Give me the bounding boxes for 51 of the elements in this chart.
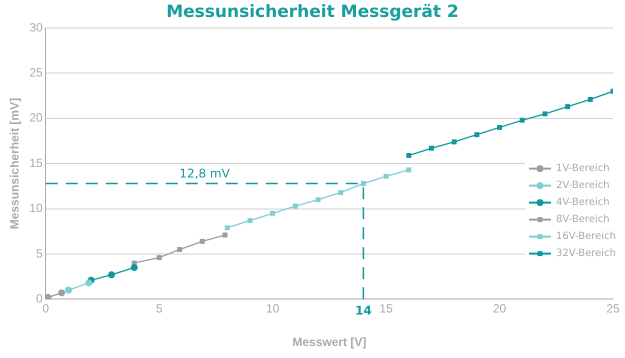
point [406, 152, 412, 158]
point [316, 197, 321, 202]
legend-label: 1V-Bereich [556, 163, 610, 174]
x-tick-label: 25 [606, 302, 620, 316]
x-tick-label: 10 [266, 302, 280, 316]
ref-line-label: 12,8 mV [179, 166, 231, 181]
point [360, 181, 366, 186]
y-axis-title: Messunsicherheit [mV] [8, 98, 22, 230]
y-tick-label: 25 [29, 66, 44, 80]
y-tick-label: 30 [29, 20, 44, 34]
point [270, 210, 276, 216]
point [222, 232, 228, 238]
point [46, 294, 52, 300]
x-axis-title: Messwert [V] [292, 335, 366, 350]
point [565, 104, 570, 110]
point [429, 146, 434, 151]
legend-label: 2V-Bereich [556, 180, 610, 192]
y-tick-label: 5 [36, 246, 44, 260]
point [452, 139, 457, 144]
point [474, 132, 480, 138]
point [130, 264, 138, 272]
point [497, 124, 502, 130]
point [520, 118, 525, 123]
y-tick-label: 10 [29, 201, 44, 216]
ref-line-label: 14 [355, 303, 372, 318]
point [247, 218, 252, 224]
chart-title: Messunsicherheit Messgerät 2 [165, 2, 460, 22]
y-tick-label: 15 [29, 156, 44, 170]
x-tick-label: 5 [156, 302, 163, 316]
legend-label: 32V-Bereich [556, 248, 616, 260]
point [64, 286, 72, 294]
point [588, 96, 593, 102]
y-tick-label: 20 [29, 110, 44, 125]
point [338, 190, 344, 196]
point [406, 167, 412, 172]
point [177, 247, 182, 252]
point [156, 255, 162, 260]
y-tick-label: 0 [36, 292, 44, 306]
point [384, 174, 389, 179]
point [292, 204, 298, 209]
point [224, 225, 230, 230]
point [200, 238, 205, 244]
point [108, 271, 116, 278]
legend-label: 16V-Bereich [556, 231, 616, 242]
point [85, 279, 92, 286]
legend-label: 8V-Bereich [556, 214, 610, 226]
legend-label: 4V-Bereich [556, 197, 610, 208]
point [58, 289, 66, 296]
point [542, 111, 548, 116]
x-tick-label: 20 [492, 302, 507, 316]
x-tick-label: 15 [379, 302, 394, 316]
